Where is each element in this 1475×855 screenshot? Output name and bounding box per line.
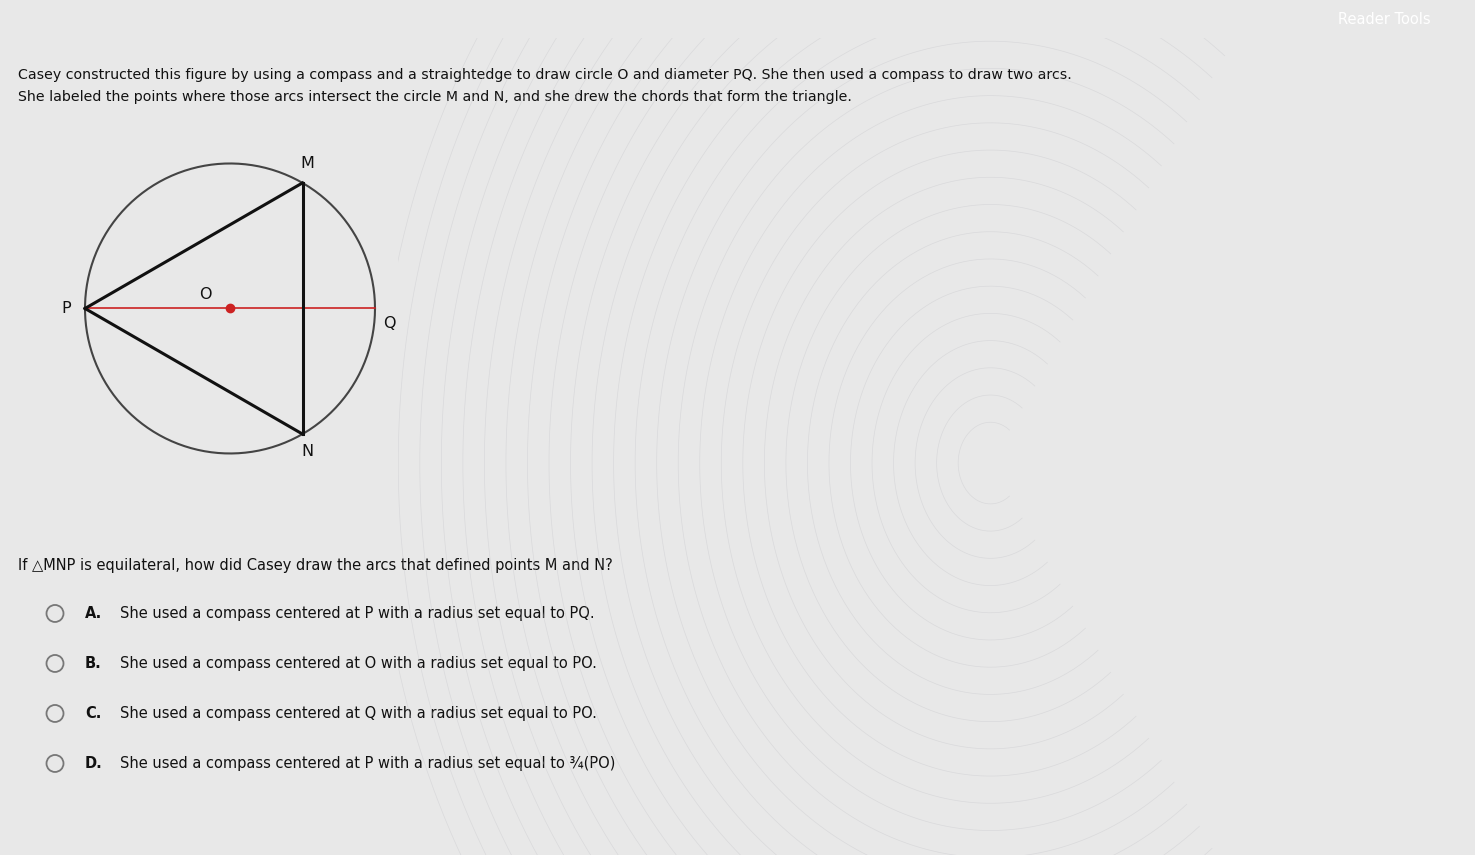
Text: Casey constructed this figure by using a compass and a straightedge to draw circ: Casey constructed this figure by using a… <box>18 68 1072 82</box>
Text: Reader Tools: Reader Tools <box>1338 12 1431 27</box>
Text: B.: B. <box>86 656 102 671</box>
Text: She used a compass centered at P with a radius set equal to ¾(PO): She used a compass centered at P with a … <box>119 756 615 771</box>
Text: N: N <box>301 444 314 459</box>
Text: Q: Q <box>384 316 395 332</box>
Text: O: O <box>199 287 212 303</box>
Text: She labeled the points where those arcs intersect the circle M and N, and she dr: She labeled the points where those arcs … <box>18 91 853 104</box>
Text: D.: D. <box>86 756 103 771</box>
Text: C.: C. <box>86 706 102 721</box>
Text: A.: A. <box>86 606 102 621</box>
Text: M: M <box>301 156 314 171</box>
Text: She used a compass centered at P with a radius set equal to PQ.: She used a compass centered at P with a … <box>119 606 594 621</box>
Text: P: P <box>62 301 71 316</box>
Text: She used a compass centered at Q with a radius set equal to PO.: She used a compass centered at Q with a … <box>119 706 597 721</box>
Text: She used a compass centered at O with a radius set equal to PO.: She used a compass centered at O with a … <box>119 656 597 671</box>
Text: If △MNP is equilateral, how did Casey draw the arcs that defined points M and N?: If △MNP is equilateral, how did Casey dr… <box>18 558 612 574</box>
